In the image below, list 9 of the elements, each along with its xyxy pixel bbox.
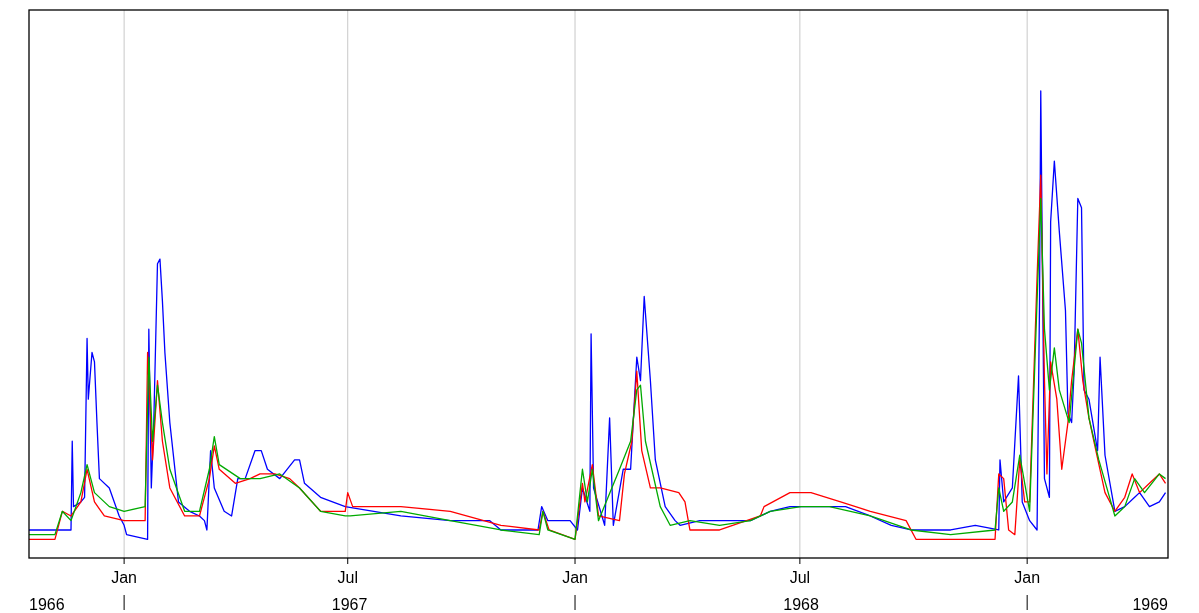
x-tick-label: Jan <box>1014 569 1041 586</box>
text: 1966 <box>29 596 65 613</box>
x-tick-label: Jul <box>789 569 811 586</box>
text: 1969 <box>1132 596 1169 613</box>
text: 1968 <box>783 596 819 613</box>
text: 1967 <box>331 596 368 613</box>
x-tick-label: Jan <box>111 569 138 586</box>
x-tick-label: Jul <box>337 569 358 586</box>
x-tick-label: Jan <box>562 569 588 586</box>
